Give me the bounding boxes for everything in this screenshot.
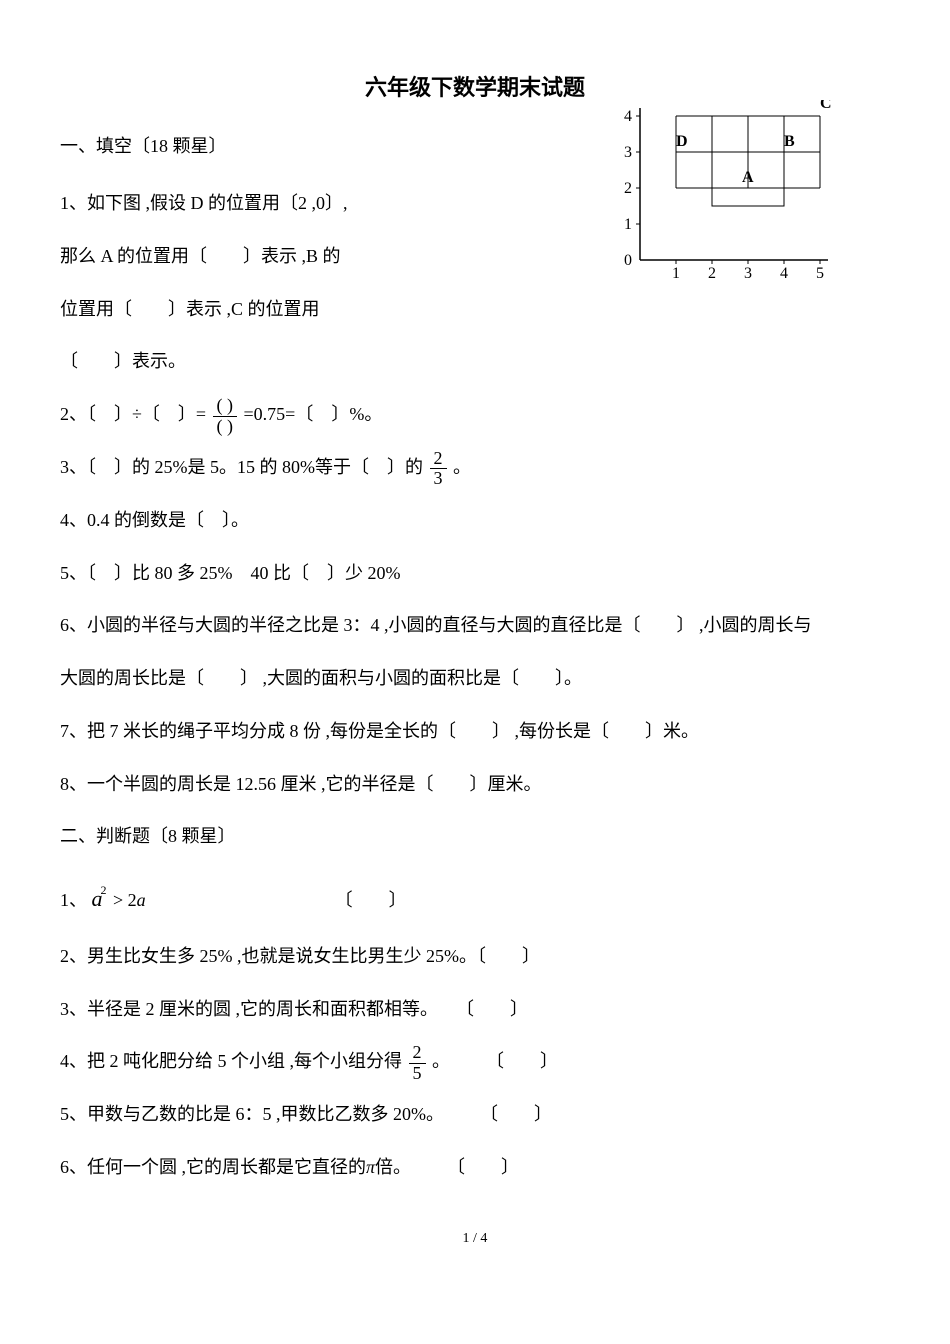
svg-text:3: 3 bbox=[744, 265, 752, 280]
page-number: 1 / 4 bbox=[60, 1231, 890, 1247]
j1-rhs: 2a bbox=[128, 890, 146, 910]
q2-fraction: ( ) ( ) bbox=[213, 396, 238, 437]
j4-frac-den: 5 bbox=[409, 1064, 426, 1084]
j1-bracket: 〔 〕 bbox=[335, 890, 407, 910]
j6-pre: 6、任何一个圆 ,它的周长都是它直径的 bbox=[60, 1157, 366, 1177]
q3-fraction: 2 3 bbox=[430, 449, 447, 490]
q7-line: 7、把 7 米长的绳子平均分成 8 份 ,每份是全长的〔 〕 ,每份长是〔 〕米… bbox=[60, 708, 890, 755]
j4-fraction: 2 5 bbox=[409, 1043, 426, 1084]
q6b-line: 大圆的周长比是〔 〕 ,大圆的面积与小圆的面积比是〔 〕。 bbox=[60, 655, 890, 702]
j1-gt: > bbox=[113, 890, 128, 910]
q1-line3: 位置用〔 〕表示 ,C 的位置用 bbox=[60, 286, 450, 333]
q2-post: =0.75=〔 〕%。 bbox=[244, 404, 383, 424]
q1-line2: 那么 A 的位置用〔 〕表示 ,B 的 bbox=[60, 233, 450, 280]
q1-line1: 1、如下图 ,假设 D 的位置用〔2 ,0〕, bbox=[60, 180, 450, 227]
q2-pre: 2、〔 〕÷〔 〕= bbox=[60, 404, 211, 424]
q8-line: 8、一个半圆的周长是 12.56 厘米 ,它的半径是〔 〕厘米。 bbox=[60, 761, 890, 808]
pi-symbol: π bbox=[366, 1157, 375, 1177]
q1-line4: 〔 〕表示。 bbox=[60, 338, 450, 385]
j1-line: 1、 a2 > 2a 〔 〕 bbox=[60, 870, 890, 927]
svg-text:D: D bbox=[676, 133, 688, 150]
j6-post: 倍。 〔 〕 bbox=[375, 1157, 519, 1177]
q3-post: 。 bbox=[453, 457, 471, 477]
q3-pre: 3、〔 〕的 25%是 5。15 的 80%等于〔 〕的 bbox=[60, 457, 428, 477]
j3-line: 3、半径是 2 厘米的圆 ,它的周长和面积都相等。 〔 〕 bbox=[60, 986, 890, 1033]
svg-text:B: B bbox=[784, 133, 795, 150]
q2-frac-num: ( ) bbox=[213, 396, 238, 417]
coordinate-chart: 1 2 3 4 5 0 1 2 3 4 A B C D bbox=[620, 100, 860, 285]
page-title: 六年级下数学期末试题 bbox=[60, 70, 890, 102]
j1-exp: 2 bbox=[101, 883, 107, 897]
q3-frac-den: 3 bbox=[430, 469, 447, 489]
q4-line: 4、0.4 的倒数是〔 〕。 bbox=[60, 497, 890, 544]
svg-text:C: C bbox=[820, 100, 832, 112]
q5-line: 5、〔 〕比 80 多 25% 40 比〔 〕少 20% bbox=[60, 550, 890, 597]
svg-text:4: 4 bbox=[780, 265, 788, 280]
q3-frac-num: 2 bbox=[430, 449, 447, 470]
q2-line: 2、〔 〕÷〔 〕= ( ) ( ) =0.75=〔 〕%。 bbox=[60, 391, 890, 438]
j6-line: 6、任何一个圆 ,它的周长都是它直径的π倍。 〔 〕 bbox=[60, 1144, 890, 1191]
svg-text:1: 1 bbox=[624, 216, 632, 233]
j4-post: 。 〔 〕 bbox=[432, 1051, 558, 1071]
svg-text:0: 0 bbox=[624, 252, 632, 269]
q6-line: 6、小圆的半径与大圆的半径之比是 3：4 ,小圆的直径与大圆的直径比是〔 〕 ,… bbox=[60, 602, 890, 649]
svg-text:A: A bbox=[742, 169, 754, 186]
svg-text:3: 3 bbox=[624, 144, 632, 161]
j1-a-squared: a2 bbox=[92, 870, 109, 927]
j5-line: 5、甲数与乙数的比是 6：5 ,甲数比乙数多 20%。 〔 〕 bbox=[60, 1091, 890, 1138]
svg-text:4: 4 bbox=[624, 108, 632, 125]
j4-frac-num: 2 bbox=[409, 1043, 426, 1064]
svg-text:2: 2 bbox=[708, 265, 716, 280]
section-2-header: 二、判断题〔8 颗星〕 bbox=[60, 822, 890, 848]
j4-pre: 4、把 2 吨化肥分给 5 个小组 ,每个小组分得 bbox=[60, 1051, 407, 1071]
q3-line: 3、〔 〕的 25%是 5。15 的 80%等于〔 〕的 2 3 。 bbox=[60, 444, 890, 491]
section-1-header: 一、填空〔18 颗星〕 bbox=[60, 132, 450, 158]
j1-pre: 1、 bbox=[60, 890, 87, 910]
j4-line: 4、把 2 吨化肥分给 5 个小组 ,每个小组分得 2 5 。 〔 〕 bbox=[60, 1038, 890, 1085]
svg-text:5: 5 bbox=[816, 265, 824, 280]
q2-frac-den: ( ) bbox=[213, 417, 238, 437]
j2-line: 2、男生比女生多 25% ,也就是说女生比男生少 25%。〔 〕 bbox=[60, 933, 890, 980]
svg-text:1: 1 bbox=[672, 265, 680, 280]
svg-text:2: 2 bbox=[624, 180, 632, 197]
